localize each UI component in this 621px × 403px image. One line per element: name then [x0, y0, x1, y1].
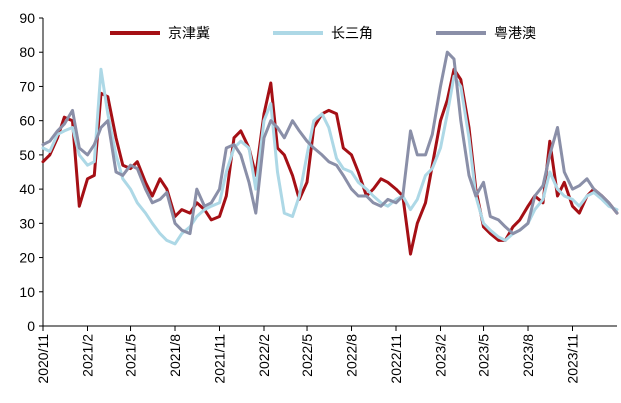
series-line-3 — [41, 50, 619, 236]
x-tick-label: 2020/11 — [35, 334, 51, 384]
series-line-1 — [41, 67, 619, 256]
x-tick-label: 2021/5 — [123, 334, 139, 377]
y-tick-label: 80 — [19, 44, 35, 60]
y-tick-label: 60 — [19, 113, 35, 129]
y-tick-label: 30 — [19, 215, 35, 231]
x-tick-label: 2022/11 — [388, 334, 404, 384]
x-tick-label: 2022/5 — [299, 334, 315, 377]
x-axis-ticks: 2020/11 2021/2 2021/5 2021/8 2021/11 2022/2 20… — [35, 326, 581, 384]
x-tick-label: 2023/8 — [520, 334, 536, 377]
y-tick-label: 90 — [19, 10, 35, 26]
x-tick-label: 2023/5 — [476, 334, 492, 377]
legend-label-2: 长三角 — [331, 26, 373, 42]
x-tick-label: 2021/11 — [212, 334, 228, 384]
y-tick-label: 0 — [27, 318, 35, 334]
legend: 京津冀 长三角 粤港澳 — [110, 26, 536, 42]
series-lines — [41, 50, 619, 256]
y-tick-label: 10 — [19, 284, 35, 300]
y-axis-ticks: 0 10 20 30 40 50 60 70 80 90 — [19, 10, 43, 334]
y-tick-label: 50 — [19, 147, 35, 163]
x-tick-label: 2021/2 — [79, 334, 95, 377]
y-tick-label: 20 — [19, 250, 35, 266]
x-tick-label: 2022/2 — [256, 334, 272, 377]
x-tick-label: 2023/2 — [432, 334, 448, 377]
y-tick-label: 70 — [19, 78, 35, 94]
legend-label-3: 粤港澳 — [494, 26, 536, 42]
x-tick-label: 2023/11 — [565, 334, 581, 384]
x-tick-label: 2021/8 — [167, 334, 183, 377]
x-tick-label: 2022/8 — [344, 334, 360, 377]
legend-label-1: 京津冀 — [168, 26, 210, 42]
y-tick-label: 40 — [19, 181, 35, 197]
